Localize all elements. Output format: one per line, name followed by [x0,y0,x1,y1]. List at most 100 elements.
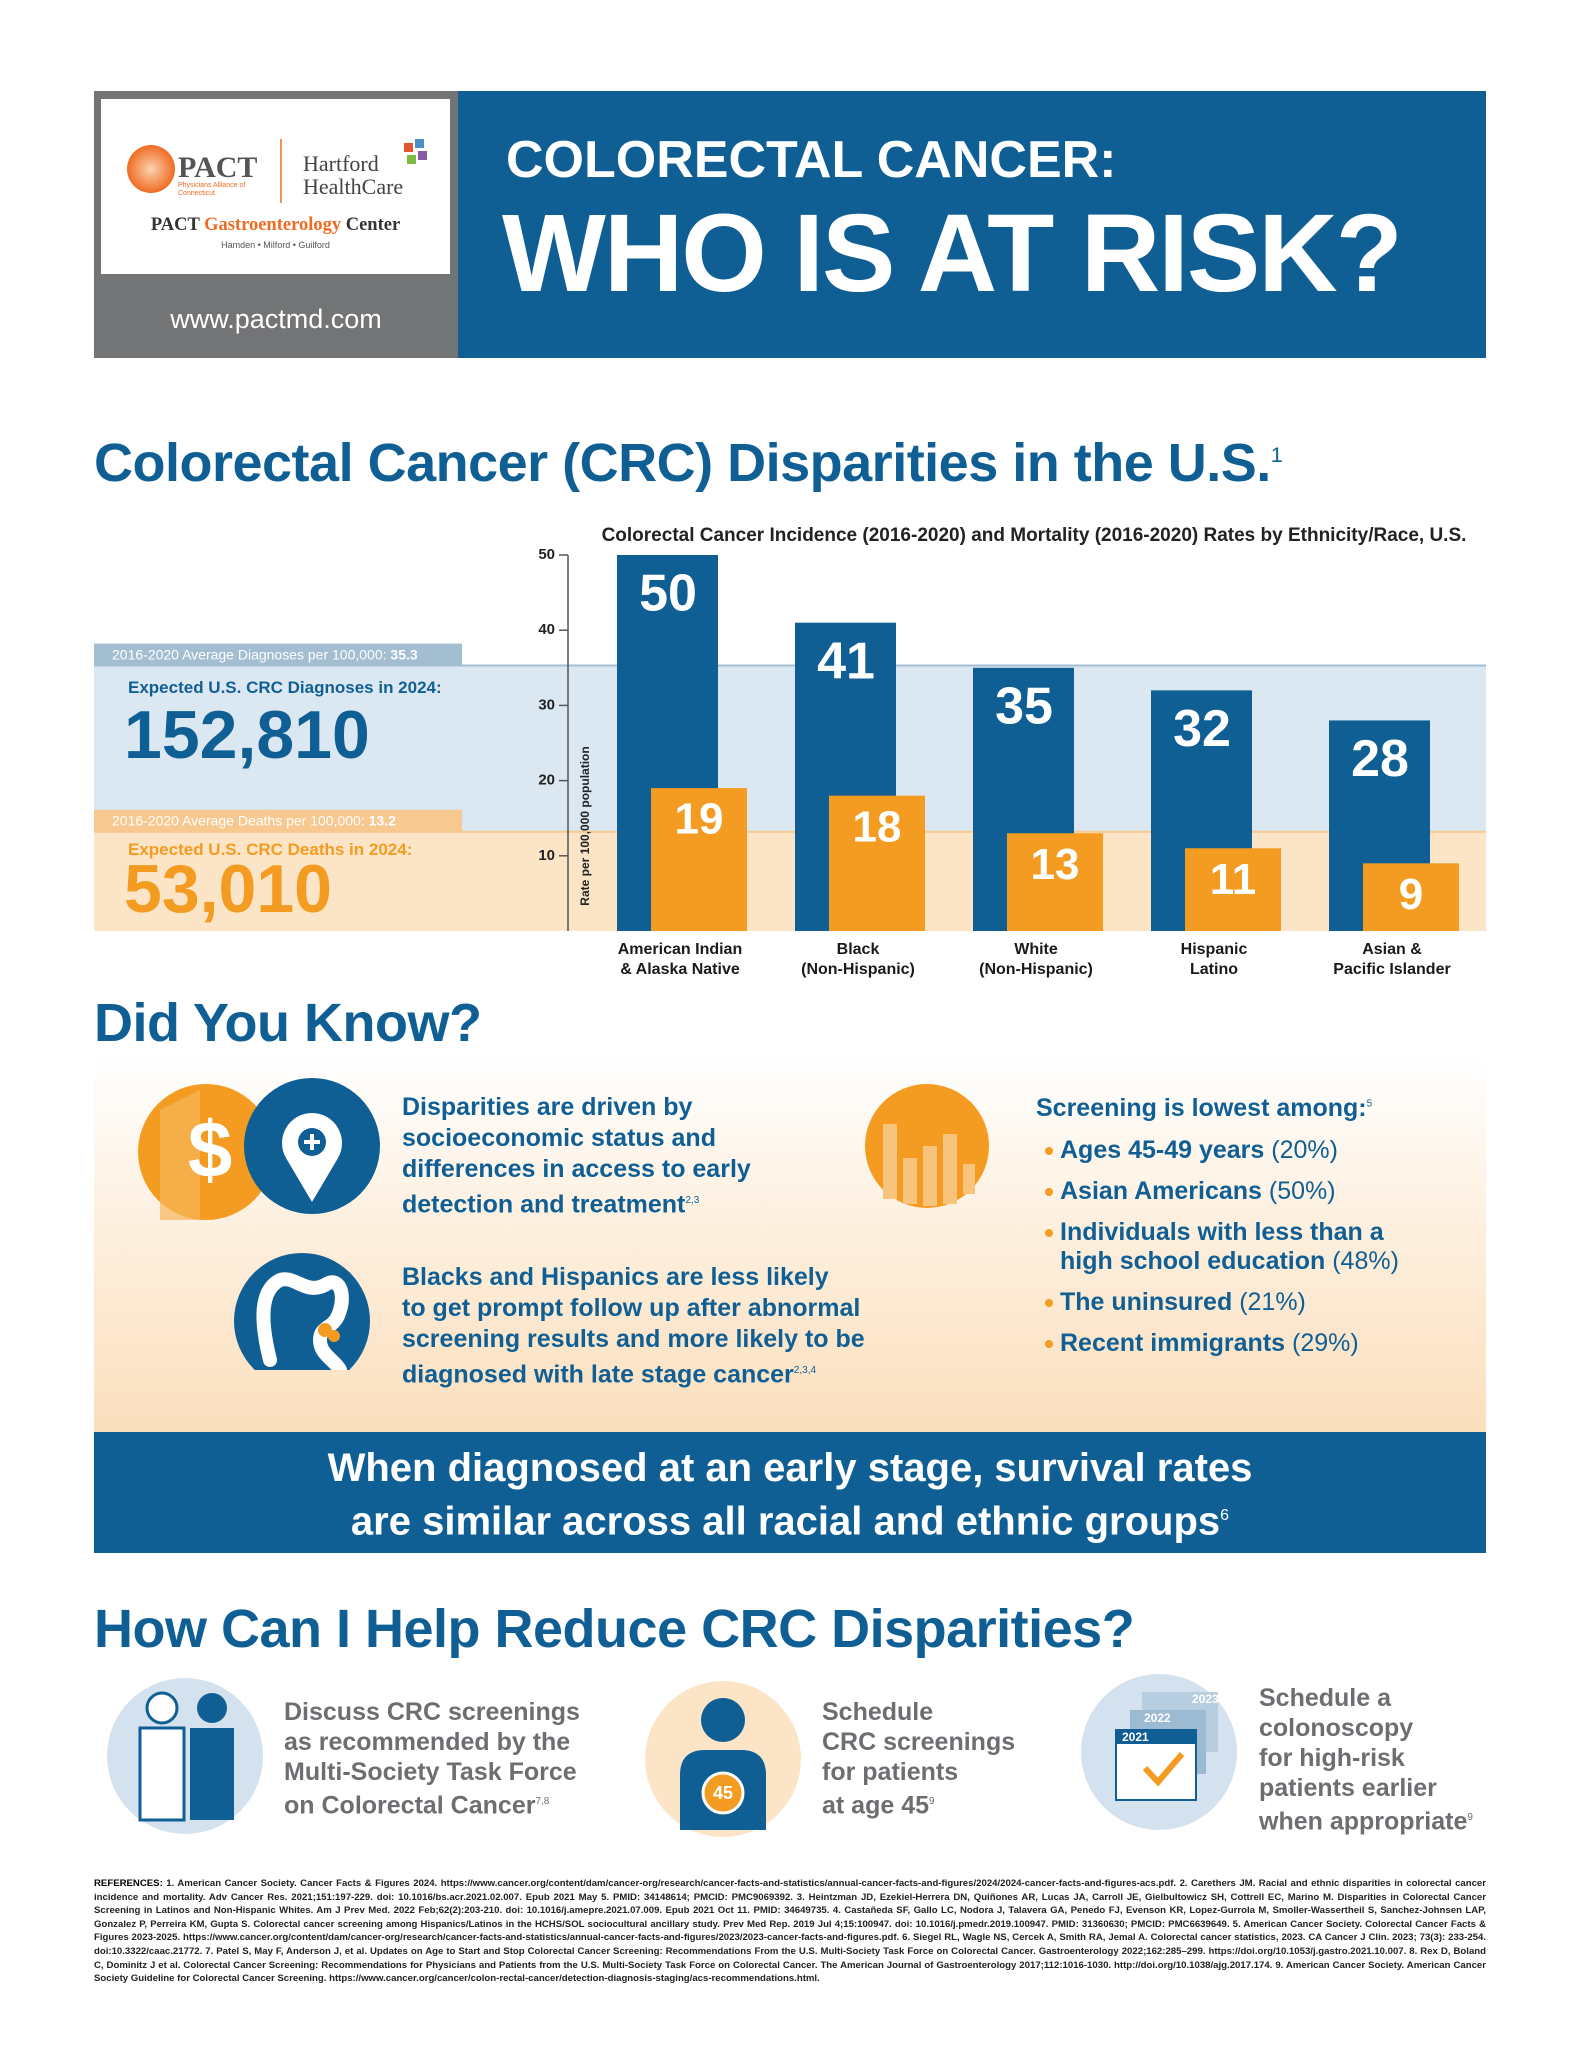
value-label: 19 [675,795,724,844]
bullet [1045,1147,1053,1155]
fact-text: Disparities are driven by socioeconomic … [402,1092,751,1220]
icon-intestine [256,1272,349,1370]
calendar-year: 2023 [1192,1692,1219,1706]
screening-item: Recent immigrants (29%) [1045,1329,1399,1358]
icon-polyp [318,1323,332,1337]
help-body: Discuss CRC screenings as recommended by… [284,1698,580,1820]
icon-pin [282,1113,342,1202]
y-tick-label: 40 [538,621,555,638]
screening-group: The uninsured [1060,1288,1240,1316]
logo-graphic [127,139,427,203]
screening-group: Recent immigrants [1060,1329,1293,1357]
icon-circle [234,1253,370,1370]
screening-icon [865,1084,989,1208]
screening-heading-text: Screening is lowest among: [1036,1094,1367,1122]
icon-head [197,1693,227,1723]
icon-head [145,1691,179,1725]
icon-bar [963,1164,975,1194]
value-label: 28 [1351,730,1409,788]
screening-group: Individuals with less than a high school… [1060,1218,1384,1275]
bullet [1045,1340,1053,1348]
section-heading: Colorectal Cancer (CRC) Disparities in t… [94,432,1283,494]
logo-center-part: Center [341,215,401,235]
logo-partner: Hartford HealthCare [303,151,404,199]
reference-band [94,665,1486,832]
title-banner [458,91,1486,358]
ref-mark: 7,8 [535,1796,550,1807]
help-body: Schedule a colonoscopy for high-risk pat… [1259,1684,1468,1836]
logo-center-part: PACT [150,215,205,235]
heading-text: Colorectal Cancer (CRC) Disparities in t… [94,433,1271,493]
x-tick-label: American Indian & Alaska Native [617,941,743,978]
reference-label: 2016-2020 Average Deaths per 100,000: 13… [112,812,396,828]
stat-label: Expected U.S. CRC Deaths in 2024: [128,840,413,859]
references: REFERENCES: 1. American Cancer Society. … [94,1877,1486,1986]
icon-calendar-top [1116,1730,1196,1744]
stat-value: 152,810 [124,697,370,773]
reference-label: 2016-2020 Average Diagnoses per 100,000:… [112,646,418,662]
x-tick-label: Black (Non-Hispanic) [801,941,915,978]
value-label: 35 [995,678,1053,736]
help-body: Schedule CRC screenings for patients at … [822,1698,1016,1820]
bar [1363,863,1459,931]
fact-icons: $ [138,1078,380,1370]
screening-heading: Screening is lowest among:5 [1036,1094,1372,1123]
calendar-year: 2021 [1122,1730,1149,1744]
screening-list: Ages 45-49 years (20%) Asian Americans (5… [1045,1136,1399,1370]
logo-mark [127,145,175,193]
stat-value: 53,010 [124,851,332,927]
logo-text: PACT [178,151,258,184]
ref-mark: 9 [1467,1812,1473,1823]
icon-bar [923,1146,937,1206]
screening-item: Asian Americans (50%) [1045,1177,1399,1206]
calendar-year: 2022 [1144,1711,1171,1725]
icon-building [160,1090,200,1220]
icon-check [1142,1752,1185,1787]
reference-ribbon [94,643,462,666]
bar [829,795,925,931]
help-icons: 45 2023 2022 2021 [107,1674,1237,1837]
screening-share: (29%) [1292,1329,1359,1357]
fact-text: Blacks and Hispanics are less likely to … [402,1262,865,1390]
bullet [1045,1229,1053,1237]
website: www.pactmd.com [170,304,382,334]
title-main: WHO IS AT RISK? [502,192,1403,315]
key-message: When diagnosed at an early stage, surviv… [94,1432,1486,1553]
logo-icon [418,151,427,160]
screening-item: The uninsured (21%) [1045,1288,1399,1317]
bar [1185,848,1281,931]
screening-share: (50%) [1268,1177,1336,1205]
icon-patient [190,1728,234,1820]
screening-group: Asian Americans [1060,1177,1269,1205]
icon-polyp [328,1330,340,1342]
fact-body: Blacks and Hispanics are less likely to … [402,1263,865,1389]
y-tick-label: 50 [538,546,555,563]
value-label: 50 [639,565,697,623]
y-tick-label: 20 [538,772,555,789]
key-message-text: When diagnosed at an early stage, surviv… [327,1446,1253,1544]
icon-plus [304,1134,320,1150]
fact-body: Disparities are driven by socioeconomic … [402,1093,751,1219]
screening-item: Ages 45-49 years (20%) [1045,1136,1399,1165]
references-text: 1. American Cancer Society. Cancer Facts… [94,1878,1486,1985]
icon-symbol: $ [188,1105,233,1194]
value-label: 32 [1173,700,1231,758]
logo-icon [404,143,413,152]
icon-doctor [138,1726,186,1822]
reference-value: 35.3 [390,646,417,662]
value-label: 11 [1210,855,1257,904]
logo-subtext: Physicians Alliance of Connecticut [178,182,246,197]
ref-mark: 6 [1220,1507,1230,1524]
ref-mark: 1 [1270,442,1283,467]
x-tick-label: Hispanic Latino [1180,941,1248,978]
section-heading: How Can I Help Reduce CRC Disparities? [94,1599,1135,1659]
screening-share: (21%) [1239,1288,1306,1316]
value-label: 41 [817,632,875,690]
value-label: 9 [1399,870,1423,919]
icon-bar [903,1158,917,1204]
x-tick-label: Asian & Pacific Islander [1333,941,1451,978]
screening-item: Individuals with less than a high school… [1045,1218,1399,1276]
help-text: Schedule CRC screenings for patients at … [822,1697,1015,1820]
screening-share: (20%) [1271,1136,1338,1164]
